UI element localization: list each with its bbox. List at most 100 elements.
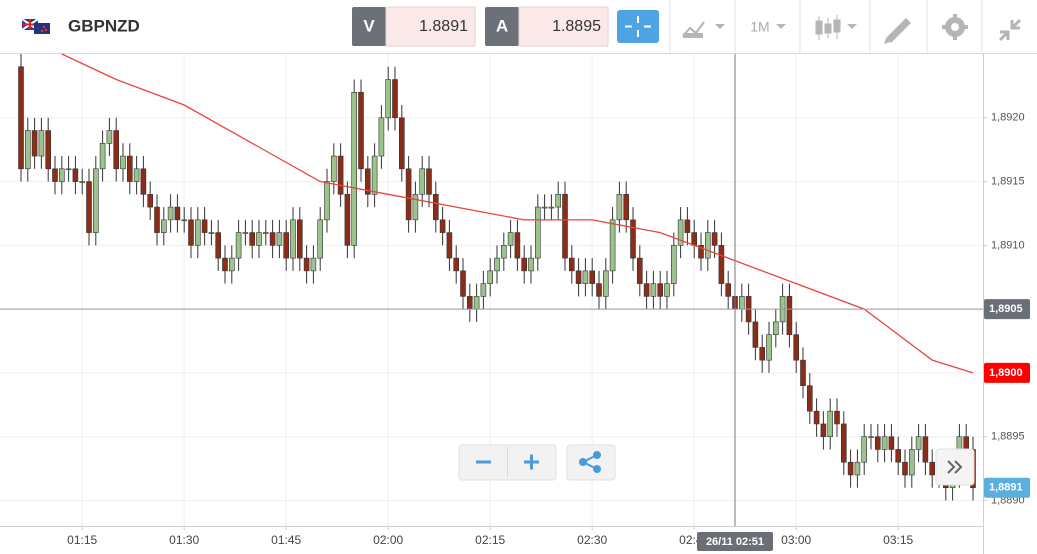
- collapse-button[interactable]: [998, 18, 1022, 42]
- candle-body: [698, 245, 704, 259]
- candle-body: [541, 206, 548, 209]
- candle-body: [827, 410, 834, 438]
- x-tick-label: 01:45: [271, 533, 301, 547]
- candle-body: [439, 219, 446, 233]
- candle-body: [562, 194, 568, 259]
- ask-button[interactable]: [485, 7, 519, 46]
- candle-body: [623, 194, 630, 221]
- crosshair-button[interactable]: [617, 10, 659, 43]
- candle-body: [738, 296, 745, 310]
- ask-price-box[interactable]: [518, 6, 609, 47]
- candle-body: [820, 423, 827, 438]
- candle-body: [555, 194, 562, 208]
- candle-body: [38, 130, 45, 157]
- candle-type-button[interactable]: [815, 15, 857, 40]
- candle-body: [310, 257, 317, 272]
- candle-body: [466, 296, 473, 310]
- candle-body: [249, 232, 255, 246]
- candle-body: [65, 168, 72, 171]
- candle-body: [650, 283, 657, 297]
- price-tag: [984, 477, 1030, 498]
- candle-body: [868, 436, 874, 439]
- candle-body: [405, 168, 412, 221]
- bid-button[interactable]: [352, 7, 386, 46]
- candle-body: [181, 219, 187, 222]
- candle-body: [636, 257, 643, 284]
- candle-body: [140, 168, 147, 195]
- candle-body: [888, 436, 895, 450]
- crosshair-icon: [625, 16, 651, 37]
- candle-body: [208, 232, 215, 234]
- candle-body: [147, 194, 153, 208]
- candle-body: [596, 283, 602, 297]
- candle-body: [772, 321, 779, 335]
- candle-body: [616, 194, 623, 221]
- toolbar: GBPNZD V 1.8891 A 1.8895 1M: [0, 0, 1037, 54]
- candle-body: [480, 283, 487, 297]
- candle-body: [494, 257, 500, 272]
- x-tick-label: 01:15: [67, 533, 97, 547]
- candle-body: [589, 270, 596, 284]
- candle-body: [793, 334, 800, 361]
- candle-body: [58, 168, 65, 182]
- draw-tool-button[interactable]: [884, 18, 911, 44]
- candle-body: [72, 168, 79, 182]
- settings-button[interactable]: [942, 14, 968, 40]
- candle-body: [861, 436, 868, 463]
- candle-body: [256, 232, 262, 246]
- candle-body: [460, 270, 466, 297]
- candle-body: [161, 219, 167, 233]
- candle-body: [337, 155, 344, 195]
- candle-body: [664, 283, 670, 297]
- candle-body: [630, 219, 636, 259]
- zoom-in[interactable]: [524, 454, 539, 470]
- candle-body: [840, 423, 847, 463]
- crosshair-y-tag: [984, 299, 1030, 320]
- symbol[interactable]: GBPNZD: [68, 16, 140, 35]
- candle-body: [24, 130, 31, 170]
- candle-body: [582, 270, 589, 284]
- moving-average: [61, 53, 974, 374]
- x-tick-label: 03:15: [883, 533, 913, 547]
- candle-body: [371, 155, 378, 195]
- candle-body: [113, 130, 119, 170]
- candle-body: [602, 270, 609, 297]
- candle-body: [834, 410, 840, 425]
- candle-body: [514, 232, 521, 259]
- candle-body: [534, 206, 541, 259]
- timeframe[interactable]: 1M: [750, 19, 769, 35]
- candle-body: [324, 181, 330, 221]
- candle-body: [52, 168, 58, 182]
- candle-body: [575, 270, 582, 284]
- candle-body: [99, 142, 106, 170]
- candle-body: [419, 168, 426, 195]
- share-button[interactable]: [566, 444, 616, 481]
- candle-body: [45, 130, 52, 170]
- candle-body: [684, 219, 691, 233]
- candle-body: [881, 436, 888, 450]
- candle-body: [154, 206, 160, 233]
- price-tag-label: 1,8900: [989, 367, 1023, 379]
- candle-body: [276, 232, 283, 246]
- x-tick-label: 02:00: [373, 533, 403, 547]
- chart-type-button[interactable]: [682, 21, 725, 38]
- candle-body: [296, 219, 303, 259]
- candle-body: [106, 130, 113, 144]
- x-tick-label: 02:15: [475, 533, 505, 547]
- candle-body: [609, 219, 616, 272]
- crosshair-x-label: 26/11 02:51: [706, 536, 764, 548]
- price-tag: [984, 362, 1030, 383]
- ask-label: A: [496, 16, 508, 35]
- candle-body: [766, 334, 772, 361]
- candle-body: [786, 296, 793, 335]
- candle-body: [507, 232, 514, 246]
- candle-body: [398, 117, 405, 170]
- candle-body: [432, 194, 439, 221]
- candle-body: [902, 461, 908, 476]
- candle-body: [759, 347, 766, 361]
- ask-price: 1.8895: [552, 18, 601, 35]
- candle-body: [18, 66, 24, 170]
- timeframe-caret[interactable]: [776, 24, 786, 29]
- bid-price-box[interactable]: [385, 6, 476, 47]
